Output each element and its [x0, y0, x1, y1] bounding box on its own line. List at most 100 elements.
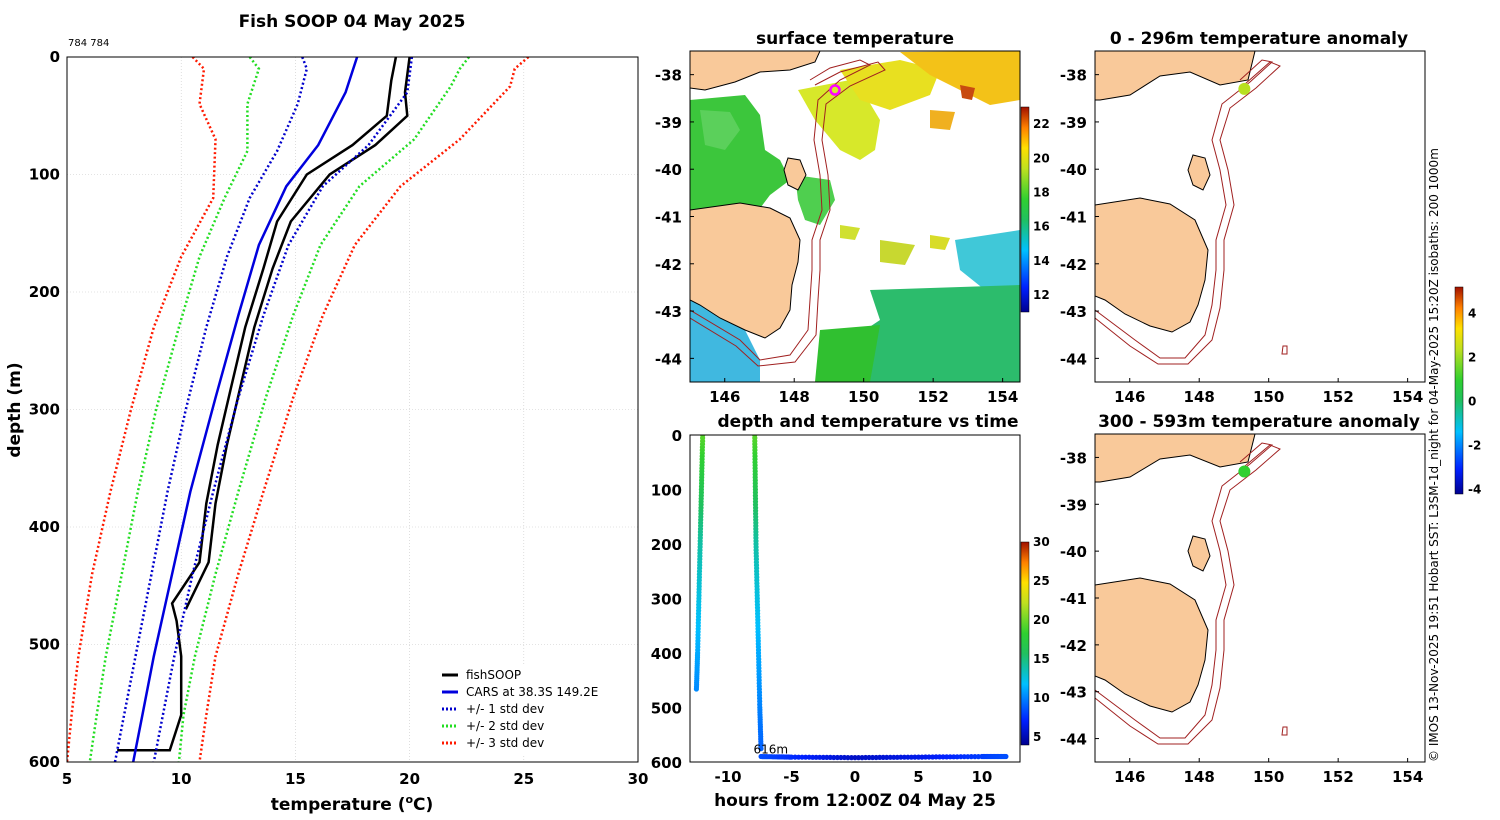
profile-ytick-label: 100: [29, 166, 60, 184]
map-ytick-label: -43: [1060, 684, 1087, 702]
map-ytick-label: -42: [655, 256, 682, 274]
depth-time-colorbar-ticks: 5 10 15 20 25 30: [1033, 535, 1050, 744]
sst-map-panel: surface temperature: [655, 29, 1050, 406]
profile-xtick-label: 15: [285, 770, 306, 788]
map-ytick-label: -42: [1060, 256, 1087, 274]
anomaly-lower-tasmania: [1095, 577, 1209, 713]
legend-label-std2: +/- 2 std dev: [466, 719, 544, 733]
anomaly-upper-ticks: 146 148 150 152 154 -38 -39 -40 -41 -42 -43 -44: [1060, 67, 1423, 406]
map-ytick-label: -39: [1060, 496, 1087, 514]
anomaly-lower-mainland: [1095, 434, 1256, 483]
depth-time-title: depth and temperature vs time: [718, 412, 1019, 432]
map-xtick-label: 154: [1392, 388, 1423, 406]
map-ytick-label: -43: [1060, 303, 1087, 321]
profile-xtick-label: 20: [399, 770, 420, 788]
depth-time-sample: [940, 754, 946, 760]
anomaly-upper-title: 0 - 296m temperature anomaly: [1110, 29, 1408, 49]
profile-ytick-label: 400: [29, 518, 60, 536]
depth-time-sample: [968, 754, 974, 760]
map-xtick-label: 152: [1323, 388, 1354, 406]
anomaly-lower-isobath-1000: [1095, 444, 1281, 745]
depth-time-xtick-label: 0: [850, 768, 860, 786]
map-ytick-label: -44: [1060, 350, 1087, 368]
depth-time-annotation: 616m: [753, 743, 788, 757]
map-ytick-label: -44: [655, 350, 682, 368]
map-xtick-label: 152: [1323, 768, 1354, 786]
map-xtick-label: 146: [709, 388, 740, 406]
anomaly-upper-panel: 0 - 296m temperature anomaly 146 148 150 15…: [1060, 29, 1426, 406]
sst-field: [690, 51, 1020, 382]
legend-label-cars: CARS at 38.3S 149.2E: [466, 685, 598, 699]
colorbar-tick-label: 10: [1033, 691, 1050, 705]
depth-time-sample: [803, 754, 809, 760]
depth-time-xtick-label: -10: [715, 768, 742, 786]
profile-title: Fish SOOP 04 May 2025: [239, 12, 466, 32]
anomaly-lower-flinders-island: [1187, 535, 1211, 572]
anomaly-upper-tasmania: [1095, 197, 1209, 333]
profile-series-fishsoop: [117, 57, 398, 752]
colorbar-tick-label: 12: [1033, 288, 1050, 302]
map-xtick-label: 150: [1253, 768, 1284, 786]
profile-xtick-label: 30: [628, 770, 649, 788]
anomaly-lower-panel: 300 - 593m temperature anomaly 146 148 150…: [1060, 286, 1481, 786]
sst-map-ticks: 146 148 150 152 154 -38 -39 -40 -41 -42 -43 -44: [655, 67, 1018, 406]
colorbar-tick-label: 5: [1033, 730, 1041, 744]
profile-ylabel: depth (m): [5, 362, 25, 457]
map-ytick-label: -38: [1060, 449, 1087, 467]
map-xtick-label: 150: [848, 388, 879, 406]
anomaly-upper-point: [1238, 82, 1251, 95]
sst-colorbar: [1020, 106, 1030, 313]
profile-ytick-label: 0: [50, 48, 60, 66]
colorbar-tick-label: 22: [1033, 117, 1050, 131]
profile-ytick-label: 600: [29, 753, 60, 771]
profile-series--1-std-dev: [113, 57, 309, 762]
map-ytick-label: -44: [1060, 731, 1087, 749]
depth-time-sample: [845, 755, 851, 761]
colorbar-tick-label: 25: [1033, 574, 1050, 588]
profile-xtick-label: 25: [513, 770, 534, 788]
map-ytick-label: -41: [655, 209, 682, 227]
anomaly-lower-isobath-200: [1095, 442, 1274, 739]
depth-time-panel: depth and temperature vs time -10 -5 0 5 100…: [651, 412, 1050, 811]
depth-time-xlabel: hours from 12:00Z 04 May 25: [714, 791, 996, 811]
depth-time-sample: [758, 746, 764, 752]
map-ytick-label: -43: [655, 303, 682, 321]
map-xtick-label: 146: [1114, 768, 1145, 786]
map-xtick-label: 154: [987, 388, 1018, 406]
map-xtick-label: 148: [1184, 768, 1215, 786]
profile-series--2-std-dev: [177, 57, 470, 762]
colorbar-tick-label: 18: [1033, 185, 1050, 199]
profile-series-fishsoop: [184, 57, 411, 610]
colorbar-tick-label: 20: [1033, 613, 1050, 627]
map-ytick-label: -39: [655, 114, 682, 132]
colorbar-tick-label: -2: [1468, 439, 1481, 453]
map-ytick-label: -41: [1060, 209, 1087, 227]
legend-label-fishsoop: fishSOOP: [466, 668, 521, 682]
depth-time-xtick-label: 5: [913, 768, 923, 786]
depth-time-sample: [855, 755, 862, 761]
depth-time-ytick-label: 100: [651, 482, 682, 500]
colorbar-tick-label: 2: [1468, 350, 1476, 364]
anomaly-upper-isobath-200: [1095, 59, 1274, 359]
sst-map-title: surface temperature: [756, 29, 954, 49]
map-xtick-label: 146: [1114, 388, 1145, 406]
depth-time-sample: [898, 754, 904, 760]
sst-isobaths: [690, 59, 886, 367]
copyright-side-note: © IMOS 13-Nov-2025 19:51 Hobart SST: L3S…: [1427, 148, 1441, 762]
depth-time-ytick-label: 400: [651, 645, 682, 663]
colorbar-tick-label: 16: [1033, 220, 1050, 234]
depth-time-sample: [912, 754, 918, 760]
depth-time-axes-box: [689, 434, 1021, 763]
map-xtick-label: 154: [1392, 768, 1423, 786]
depth-time-xtick-label: -5: [783, 768, 800, 786]
colorbar-tick-label: 14: [1033, 254, 1050, 268]
colorbar-tick-label: -4: [1468, 483, 1481, 497]
depth-time-sample: [831, 754, 837, 761]
map-xtick-label: 152: [918, 388, 949, 406]
depth-time-ytick-label: 200: [651, 536, 682, 554]
colorbar-tick-label: 30: [1033, 535, 1050, 549]
legend-label-std3: +/- 3 std dev: [466, 736, 544, 750]
profile-xlabel: temperature (oC): [271, 793, 434, 815]
